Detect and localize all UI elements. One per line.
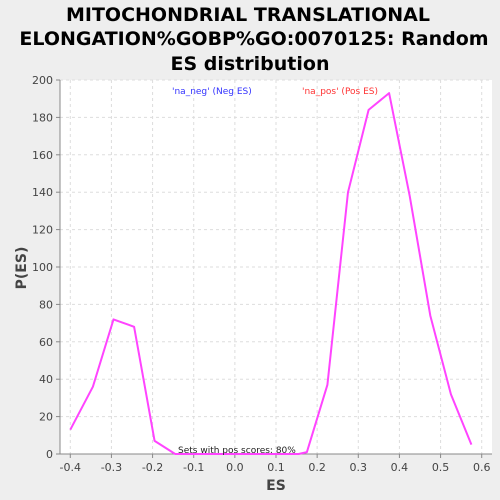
x-tick-label: -0.1 — [183, 461, 204, 474]
chart-title: MITOCHONDRIAL TRANSLATIONAL ELONGATION%G… — [19, 4, 488, 75]
y-tick-label: 140 — [32, 186, 53, 199]
y-axis-ticks: 0 20 40 60 80 100 120 140 160 180 200 — [32, 74, 60, 461]
y-axis-label: P(ES) — [14, 247, 30, 290]
y-tick-label: 20 — [39, 411, 53, 424]
x-axis-ticks: -0.4 -0.3 -0.2 -0.1 0.0 0.1 0.2 0.3 0.4 0.5 0.6 — [60, 454, 491, 474]
annotation-pos-scores: Sets with pos scores: 80% — [178, 446, 296, 456]
y-tick-label: 100 — [32, 261, 53, 274]
x-tick-label: -0.2 — [142, 461, 163, 474]
x-tick-label: 0.1 — [267, 461, 285, 474]
x-tick-label: 0.4 — [391, 461, 409, 474]
x-tick-label: 0.2 — [308, 461, 326, 474]
x-tick-label: 0.3 — [350, 461, 368, 474]
legend-pos: 'na_pos' (Pos ES) — [302, 87, 378, 97]
y-tick-label: 180 — [32, 111, 53, 124]
legend-neg: 'na_neg' (Neg ES) — [172, 87, 252, 97]
x-tick-label: -0.4 — [60, 461, 81, 474]
x-tick-label: 0.0 — [226, 461, 244, 474]
y-tick-label: 40 — [39, 373, 53, 386]
series-layer — [69, 92, 473, 455]
x-tick-label: -0.3 — [101, 461, 122, 474]
grid — [60, 79, 492, 455]
y-tick-label: 200 — [32, 74, 53, 87]
y-tick-label: 60 — [39, 336, 53, 349]
x-tick-label: 0.6 — [473, 461, 491, 474]
y-tick-label: 0 — [46, 448, 53, 461]
y-tick-label: 160 — [32, 149, 53, 162]
x-axis-label: ES — [266, 478, 286, 494]
y-tick-label: 120 — [32, 224, 53, 237]
title-line-1: MITOCHONDRIAL TRANSLATIONAL — [66, 4, 430, 26]
series-line — [69, 92, 473, 455]
x-tick-label: 0.5 — [432, 461, 450, 474]
title-line-2: ELONGATION%GOBP%GO:0070125: Random — [19, 28, 488, 50]
title-line-3: ES distribution — [171, 53, 330, 75]
y-tick-label: 80 — [39, 298, 53, 311]
